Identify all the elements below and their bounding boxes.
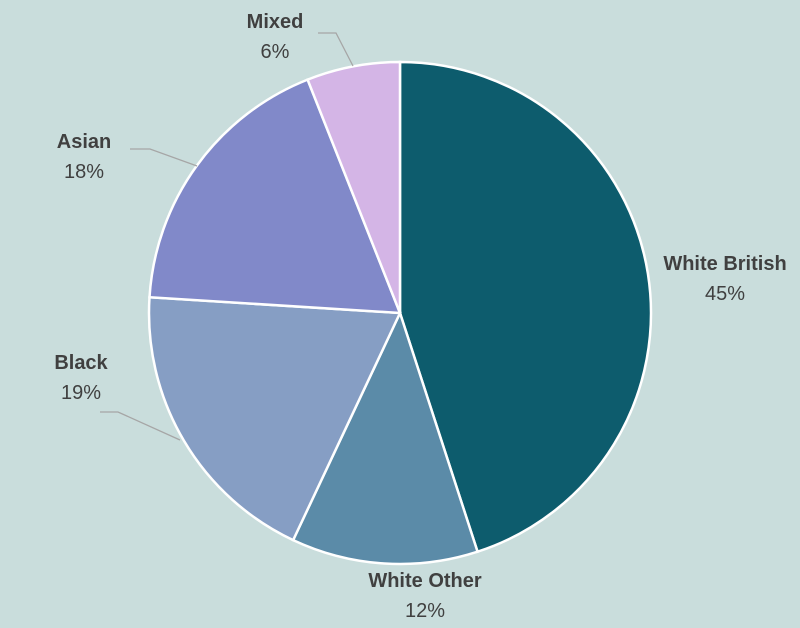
- leader-line-mixed: [318, 32, 354, 67]
- pie-slices: [147, 60, 653, 566]
- leader-lines: [100, 32, 354, 441]
- label-black: Black: [54, 352, 108, 374]
- slice-white-other: [291, 309, 480, 566]
- slice-white-british: [398, 60, 653, 554]
- value-asian: 18%: [64, 161, 104, 183]
- label-white-british: White British: [663, 253, 786, 275]
- value-mixed: 6%: [261, 41, 290, 63]
- value-white-british: 45%: [705, 283, 745, 305]
- label-asian: Asian: [57, 131, 111, 153]
- label-white-other: White Other: [368, 570, 482, 592]
- value-black: 19%: [61, 382, 101, 404]
- slice-mixed: [305, 60, 402, 314]
- leader-line-asian: [130, 148, 198, 167]
- label-mixed: Mixed: [247, 11, 304, 33]
- value-white-other: 12%: [405, 600, 445, 622]
- slice-black: [147, 295, 402, 542]
- leader-line-black: [100, 411, 181, 441]
- data-labels: White British 45% White Other 12% Black 19% As…: [54, 11, 786, 622]
